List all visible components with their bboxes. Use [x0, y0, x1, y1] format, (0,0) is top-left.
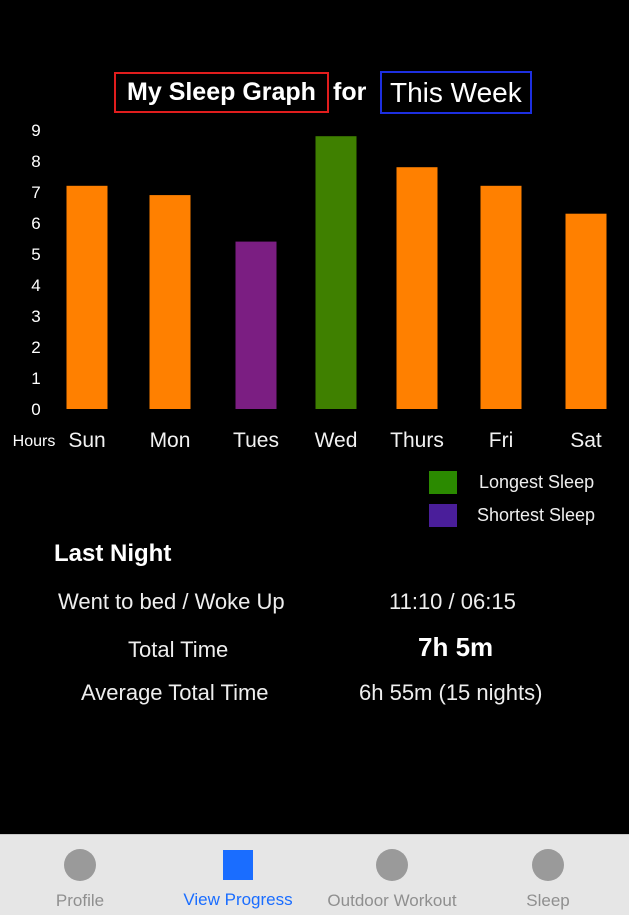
y-tick-1: 1: [31, 369, 40, 388]
y-tick-3: 3: [31, 307, 40, 326]
legend-label-shortest: Shortest Sleep: [477, 505, 596, 525]
bar-sat: [565, 213, 607, 409]
total-time-value: 7h 5m: [418, 632, 494, 662]
sleep-bar-chart: 0 1 2 3 4 5 6 7 8 9 Hours Sun Mon Tues Wed Thurs Fri Sat: [13, 121, 607, 452]
graph-title: My Sleep Graph: [114, 72, 329, 113]
legend-swatch-shortest: [429, 504, 457, 527]
average-time-label: Average Total Time: [81, 680, 269, 705]
y-tick-2: 2: [31, 338, 40, 357]
x-tick-mon: Mon: [150, 429, 191, 452]
x-tick-thurs: Thurs: [390, 429, 444, 452]
period-selector[interactable]: This Week: [380, 71, 532, 114]
legend-swatch-longest: [429, 471, 457, 494]
x-tick-sun: Sun: [68, 429, 105, 452]
tab-sleep-label: Sleep: [526, 891, 570, 910]
tab-bar: Profile View Progress Outdoor Workout Sl…: [0, 834, 629, 915]
y-tick-8: 8: [31, 152, 40, 171]
legend-item-shortest: Shortest Sleep: [429, 504, 595, 527]
last-night-heading: Last Night: [54, 540, 172, 567]
bar-mon: [149, 195, 191, 409]
legend-label-longest: Longest Sleep: [479, 472, 595, 492]
bar-tues: [235, 241, 277, 409]
profile-circle-icon: [64, 849, 96, 881]
y-tick-5: 5: [31, 245, 40, 264]
tab-sleep[interactable]: Sleep: [508, 835, 588, 915]
sleep-circle-icon: [532, 849, 564, 881]
workout-circle-icon: [376, 849, 408, 881]
y-tick-6: 6: [31, 214, 40, 233]
tab-profile[interactable]: Profile: [40, 835, 120, 915]
tab-view-progress[interactable]: View Progress: [178, 835, 298, 915]
tab-profile-label: Profile: [55, 891, 105, 910]
bar-thurs: [396, 167, 438, 409]
bedtime-value: 11:10 / 06:15: [389, 589, 516, 614]
y-axis-label: Hours: [13, 433, 56, 450]
tab-outdoor-workout[interactable]: Outdoor Workout: [318, 835, 466, 915]
y-tick-4: 4: [31, 276, 40, 295]
title-connector: for: [333, 78, 367, 106]
tab-view-progress-label: View Progress: [183, 890, 293, 909]
y-tick-9: 9: [31, 121, 40, 140]
x-tick-sat: Sat: [570, 429, 602, 452]
average-time-value: 6h 55m (15 nights): [359, 680, 543, 705]
progress-square-icon: [223, 850, 253, 880]
tab-outdoor-workout-label: Outdoor Workout: [327, 891, 457, 910]
total-time-label: Total Time: [128, 637, 229, 662]
x-tick-wed: Wed: [315, 429, 358, 452]
x-tick-tues: Tues: [233, 429, 279, 452]
legend-item-longest: Longest Sleep: [429, 471, 594, 494]
bar-fri: [480, 185, 522, 409]
x-tick-fri: Fri: [489, 429, 514, 452]
bar-wed: [315, 136, 357, 409]
y-tick-7: 7: [31, 183, 40, 202]
y-tick-0: 0: [31, 400, 40, 419]
bedtime-label: Went to bed / Woke Up: [58, 589, 285, 614]
bar-sun: [66, 185, 108, 409]
